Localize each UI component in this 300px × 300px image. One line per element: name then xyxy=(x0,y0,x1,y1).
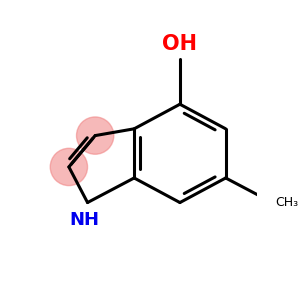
Text: NH: NH xyxy=(69,211,99,229)
Circle shape xyxy=(76,117,114,154)
Circle shape xyxy=(50,148,88,186)
Text: OH: OH xyxy=(162,34,197,54)
Text: CH₃: CH₃ xyxy=(276,196,299,209)
